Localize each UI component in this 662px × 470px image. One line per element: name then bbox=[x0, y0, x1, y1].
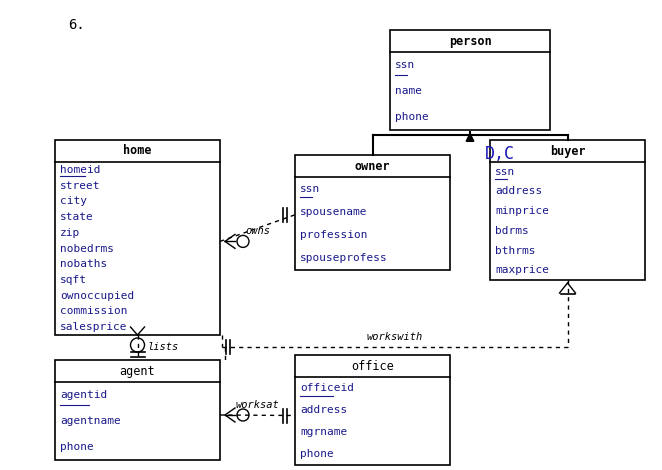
Text: person: person bbox=[449, 34, 491, 47]
Bar bbox=[55, 140, 220, 335]
Bar bbox=[295, 155, 450, 270]
Text: street: street bbox=[60, 180, 101, 191]
Text: owner: owner bbox=[355, 159, 391, 172]
Text: mgrname: mgrname bbox=[300, 427, 348, 437]
Text: lists: lists bbox=[148, 343, 179, 352]
Text: agentname: agentname bbox=[60, 416, 120, 426]
Text: city: city bbox=[60, 196, 87, 206]
Text: bthrms: bthrms bbox=[495, 245, 536, 256]
Text: maxprice: maxprice bbox=[495, 265, 549, 275]
Text: phone: phone bbox=[300, 449, 334, 459]
Text: buyer: buyer bbox=[549, 144, 585, 157]
Text: phone: phone bbox=[395, 112, 429, 122]
Text: profession: profession bbox=[300, 230, 367, 240]
Text: D,C: D,C bbox=[485, 145, 515, 163]
Text: spousename: spousename bbox=[300, 207, 367, 217]
Text: agent: agent bbox=[120, 365, 156, 377]
Text: address: address bbox=[300, 405, 348, 415]
Bar bbox=[490, 140, 645, 280]
Text: office: office bbox=[351, 360, 394, 373]
Text: ssn: ssn bbox=[495, 167, 515, 177]
Text: 6.: 6. bbox=[68, 18, 85, 32]
Text: state: state bbox=[60, 212, 94, 222]
Text: homeid: homeid bbox=[60, 165, 101, 175]
Bar bbox=[295, 355, 450, 465]
Bar bbox=[390, 30, 550, 130]
Text: minprice: minprice bbox=[495, 206, 549, 216]
Text: ownoccupied: ownoccupied bbox=[60, 290, 134, 301]
Text: sqft: sqft bbox=[60, 275, 87, 285]
Text: name: name bbox=[395, 86, 422, 96]
Text: home: home bbox=[123, 144, 152, 157]
Text: commission: commission bbox=[60, 306, 128, 316]
Text: spouseprofess: spouseprofess bbox=[300, 253, 388, 263]
Text: nobaths: nobaths bbox=[60, 259, 107, 269]
Text: ssn: ssn bbox=[300, 184, 320, 194]
Text: nobedrms: nobedrms bbox=[60, 243, 114, 253]
Text: agentid: agentid bbox=[60, 390, 107, 400]
Text: workswith: workswith bbox=[367, 332, 423, 342]
Text: owns: owns bbox=[245, 227, 270, 236]
Text: worksat: worksat bbox=[236, 400, 279, 410]
Text: address: address bbox=[495, 187, 542, 196]
Bar bbox=[55, 360, 220, 460]
Text: salesprice: salesprice bbox=[60, 322, 128, 332]
Text: bdrms: bdrms bbox=[495, 226, 529, 236]
Text: officeid: officeid bbox=[300, 383, 354, 393]
Text: phone: phone bbox=[60, 442, 94, 452]
Text: ssn: ssn bbox=[395, 60, 415, 70]
Text: zip: zip bbox=[60, 228, 80, 238]
